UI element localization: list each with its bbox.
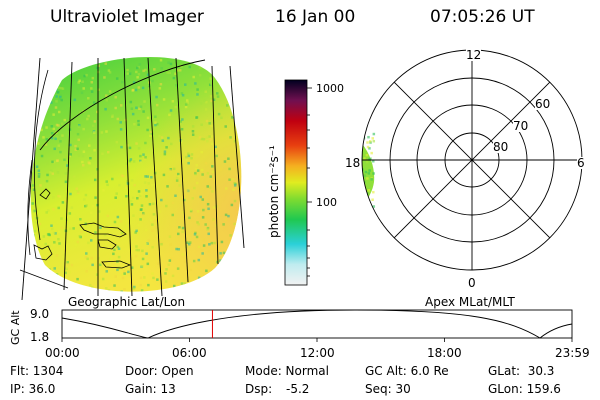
- earth-image: [19, 57, 245, 301]
- xtick-1200: 12:00: [300, 346, 335, 360]
- info-gain: Gain: 13: [125, 382, 176, 396]
- date-label: 16 Jan 00: [275, 7, 356, 27]
- altitude-ytick-9: 9.0: [30, 307, 50, 321]
- app-title: Ultraviolet Imager: [50, 7, 204, 27]
- polar-label-0: 0: [468, 276, 476, 290]
- info-mode: Mode: Normal: [245, 364, 329, 378]
- polar-lat-70: 70: [513, 119, 529, 133]
- colorbar: [284, 79, 308, 286]
- info-gc-alt: GC Alt: 6.0 Re: [365, 364, 449, 378]
- info-dsp-value: -5.2: [286, 382, 310, 396]
- polar-label-18: 18: [345, 156, 361, 170]
- lat-lon-grid: [19, 57, 245, 301]
- altitude-ytick-1-8: 1.8: [30, 330, 50, 344]
- info-seq: Seq: 30: [365, 382, 411, 396]
- colorbar-unit-label: photon cm⁻²s⁻¹: [267, 145, 281, 238]
- polar-lat-80: 80: [493, 140, 509, 154]
- polar-plot: [361, 49, 583, 271]
- altitude-plot: [61, 309, 573, 342]
- xtick-2359: 23:59: [555, 346, 590, 360]
- time-label: 07:05:26 UT: [430, 7, 535, 27]
- colorbar-tick-100: 100: [316, 196, 337, 209]
- xtick-1800: 18:00: [427, 346, 462, 360]
- info-flt: Flt: 1304: [10, 364, 64, 378]
- info-glat: GLat: 30.3: [488, 364, 555, 378]
- xtick-0600: 06:00: [172, 346, 207, 360]
- polar-lat-60: 60: [535, 97, 551, 111]
- info-glon: GLon: 159.6: [488, 382, 561, 396]
- colorbar-ticks: [307, 87, 312, 277]
- altitude-curve: [61, 309, 573, 339]
- info-dsp-label: Dsp:: [245, 382, 273, 396]
- xtick-0000: 00:00: [45, 346, 80, 360]
- coastlines: [27, 69, 132, 269]
- right-panel-label: Apex MLat/MLT: [425, 295, 515, 309]
- info-ip: IP: 36.0: [10, 382, 56, 396]
- altitude-ylabel: GC Alt: [9, 310, 22, 345]
- polar-label-12: 12: [466, 48, 482, 62]
- polar-label-6: 6: [577, 156, 585, 170]
- colorbar-tick-1000: 1000: [316, 82, 344, 95]
- info-door: Door: Open: [125, 364, 194, 378]
- left-panel-label: Geographic Lat/Lon: [68, 295, 186, 309]
